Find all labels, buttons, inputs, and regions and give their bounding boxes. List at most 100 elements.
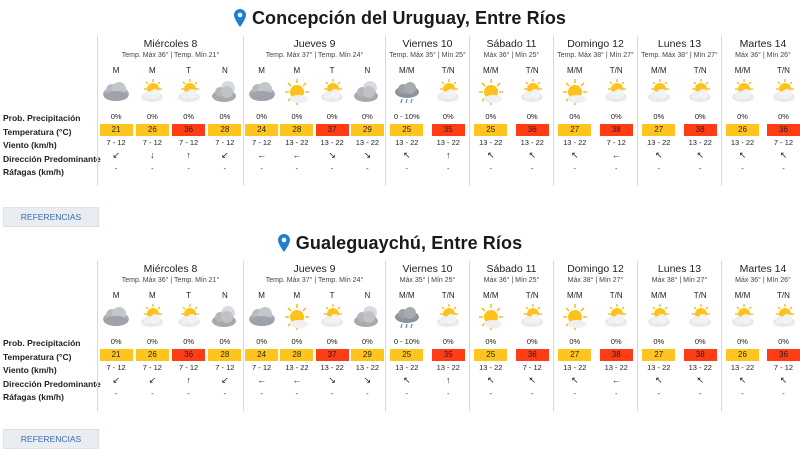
wind-direction-arrow-icon: ↖ [402,375,411,385]
period-column: T/N 0% 36 7 - 12 ↖ - [515,289,549,400]
references-button[interactable]: REFERENCIAS [3,207,99,227]
gust-value: - [489,164,493,173]
period-label: N [364,291,371,300]
day-name: Viernes 10 [402,38,453,50]
precip-value: 0% [183,337,195,346]
precip-value: 0% [526,337,538,346]
gust-value: - [295,164,299,173]
gust-value: - [699,164,702,173]
precip-value: 0% [442,112,454,121]
precip-value: 0 - 10% [393,337,420,346]
wind-direction-arrow-icon: ↓ [150,150,155,160]
period-column: M 0% 24 7 - 12 ← - [245,64,279,175]
gust-value: - [295,389,299,398]
period-label: T/N [609,291,623,300]
wind-direction-arrow-icon: ↙ [221,375,229,385]
temp-cell: 28 [208,124,242,136]
cloudy-icon [247,303,277,331]
cloudy-icon [101,303,131,331]
wind-value: 13 - 22 [436,138,460,147]
day-column: Lunes 13 Temp. Máx 38° | Mín 27° M/M 0% 27 13… [637,36,721,186]
wind-value: 7 - 12 [179,363,199,372]
precip-value: 0% [778,337,789,346]
partly-sunny-icon [769,78,799,106]
wind-value: 7 - 12 [522,363,542,372]
day-column: Sábado 11 Máx 36° | Mín 25° M/M 0% 25 13 - 22… [469,261,553,411]
period-column: N 0% 29 13 - 22 ↘ - [350,64,384,175]
partly-sunny-icon [644,78,674,106]
gust-value: - [573,164,577,173]
partly-sunny-icon [601,303,631,331]
city-title: Concepción del Uruguay, Entre Ríos [0,5,800,31]
wind-direction-arrow-icon: ↙ [112,375,120,385]
temp-cell: 29 [350,124,384,136]
row-labels: Prob. Precipitación Temperatura (°C) Vient… [3,112,101,180]
row-label: Ráfagas (km/h) [3,167,64,177]
day-min-max: Temp. Máx 38° | Mín 27° [557,52,634,59]
wind-value: 7 - 12 [142,363,162,372]
day-column: Viernes 10 Temp. Máx 35° | Mín 25° M/M 0 - … [385,36,469,186]
gust-value: - [615,164,618,173]
rain-cloud-icon [392,78,422,106]
day-min-max: Temp. Máx 38° | Mín 27° [641,52,718,59]
wind-direction-arrow-icon: ↖ [696,150,705,160]
gust-value: - [114,164,118,173]
temp-cell: 38 [683,124,717,136]
period-label: T/N [777,291,790,300]
period-column: M/M 0% 25 13 - 22 ↖ - [474,289,508,400]
period-label: M [293,66,301,75]
temp-cell: 25 [474,349,508,361]
wind-value: 13 - 22 [647,138,671,147]
temp-cell: 26 [726,349,759,361]
temp-cell: 21 [99,124,133,136]
cloudy-night-icon [210,303,240,331]
period-label: T/N [609,66,623,75]
wind-direction-arrow-icon: ↖ [570,150,579,160]
sunny-icon [476,303,506,331]
days-grid: Miércoles 8 Temp. Máx 36° | Temp. Mín 21°… [97,261,800,411]
period-label: M/M [650,291,667,300]
precip-value: 0% [485,112,497,121]
gust-value: - [114,389,118,398]
gust-value: - [187,389,190,398]
period-column: M/M 0% 27 13 - 22 ↖ - [642,289,676,400]
row-label: Temperatura (°C) [3,351,72,362]
day-min-max: Temp. Máx 36° | Temp. Mín 21° [121,52,220,59]
wind-value: 7 - 12 [252,138,272,147]
row-label: Temperatura (°C) [3,126,72,137]
wind-direction-arrow-icon: ↖ [654,150,663,160]
gust-value: - [741,164,744,173]
partly-sunny-icon [728,303,758,331]
period-column: M/M 0% 25 13 - 22 ↖ - [474,64,508,175]
temp-cell: 29 [350,349,384,361]
temp-cell: 36 [172,124,206,136]
day-name: Jueves 9 [293,263,336,275]
precip-value: 0% [183,112,195,121]
precip-value: 0% [219,112,231,121]
partly-sunny-icon [433,78,463,106]
row-label: Dirección Predominante [3,153,101,164]
gust-value: - [223,389,227,398]
gust-value: - [657,164,661,173]
wind-value: 13 - 22 [320,138,344,147]
temp-cell: 36 [767,349,800,361]
gust-value: - [615,389,618,398]
rain-cloud-icon [392,303,422,331]
wind-value: 13 - 22 [395,363,419,372]
period-label: M/M [734,66,751,75]
wind-direction-arrow-icon: ← [257,375,267,385]
period-column: M 0% 21 7 - 12 ↙ - [99,64,133,175]
day-name: Viernes 10 [402,263,453,275]
period-label: T [329,291,335,300]
gust-value: - [223,164,227,173]
wind-direction-arrow-icon: ↖ [528,150,537,160]
precip-value: 0% [485,337,497,346]
temp-cell: 26 [135,349,169,361]
partly-sunny-icon [601,78,631,106]
wind-value: 13 - 22 [285,138,309,147]
period-column: M 0% 26 7 - 12 ↙ - [135,289,169,400]
precip-value: 0% [526,112,538,121]
period-label: M/M [566,291,583,300]
references-button[interactable]: REFERENCIAS [3,429,99,449]
wind-value: 13 - 22 [355,138,380,147]
